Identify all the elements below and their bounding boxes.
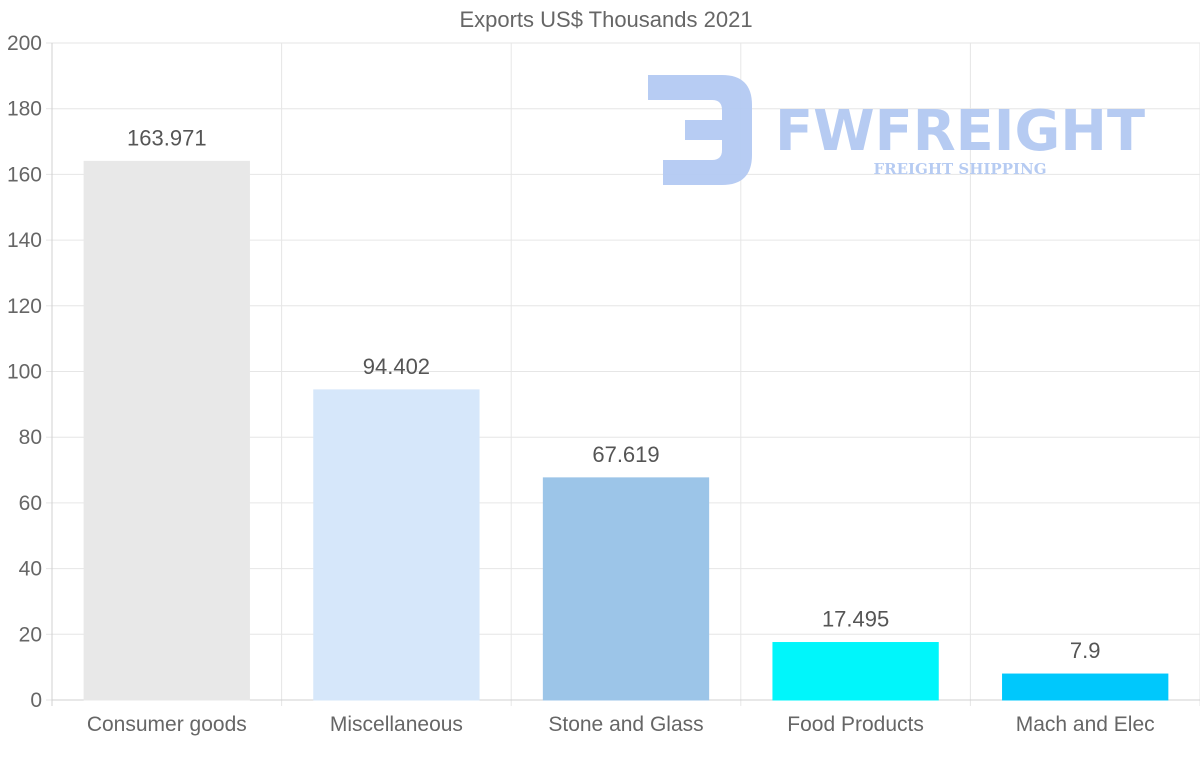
- y-tick-label: 0: [30, 689, 42, 712]
- y-tick-label: 80: [19, 426, 42, 449]
- fwfreight-watermark: FWFREIGHT FREIGHT SHIPPING: [648, 75, 1145, 185]
- data-label: 94.402: [363, 354, 430, 379]
- y-tick-label: 200: [7, 32, 42, 55]
- bar-food-products[interactable]: [772, 642, 939, 701]
- y-tick-label: 160: [7, 163, 42, 186]
- x-tick-label: Mach and Elec: [1016, 713, 1155, 736]
- y-tick-label: 20: [19, 623, 42, 646]
- bars: [83, 160, 1169, 701]
- fwfreight-logo-icon: [648, 75, 752, 185]
- bar-miscellaneous[interactable]: [313, 389, 480, 701]
- chart-title: Exports US$ Thousands 2021: [459, 7, 752, 32]
- watermark-tagline: FREIGHT SHIPPING: [873, 160, 1046, 178]
- x-tick-label: Food Products: [787, 713, 924, 736]
- y-tick-label: 100: [7, 361, 42, 384]
- y-tick-label: 140: [7, 229, 42, 252]
- bar-stone-and-glass[interactable]: [542, 477, 710, 701]
- y-tick-label: 120: [7, 295, 42, 318]
- data-label: 163.971: [127, 125, 207, 150]
- data-labels: 163.971 94.402 67.619 17.495 7.9: [127, 125, 1100, 663]
- data-label: 17.495: [822, 607, 889, 632]
- y-tick-label: 60: [19, 492, 42, 515]
- x-axis-labels: Consumer goods Miscellaneous Stone and Gla…: [87, 713, 1155, 736]
- bar-mach-and-elec[interactable]: [1002, 673, 1169, 701]
- x-tick-label: Miscellaneous: [330, 713, 463, 736]
- data-label: 7.9: [1070, 638, 1101, 663]
- watermark-brand: FWFREIGHT: [775, 99, 1145, 164]
- x-tick-label: Stone and Glass: [548, 713, 703, 736]
- bar-consumer-goods[interactable]: [83, 160, 250, 701]
- y-tick-label: 180: [7, 98, 42, 121]
- x-tick-label: Consumer goods: [87, 713, 247, 736]
- y-tick-label: 40: [19, 558, 42, 581]
- y-axis-ticks: 0 20 40 60 80 100 120 140 160 180 200: [7, 32, 42, 712]
- data-label: 67.619: [592, 442, 659, 467]
